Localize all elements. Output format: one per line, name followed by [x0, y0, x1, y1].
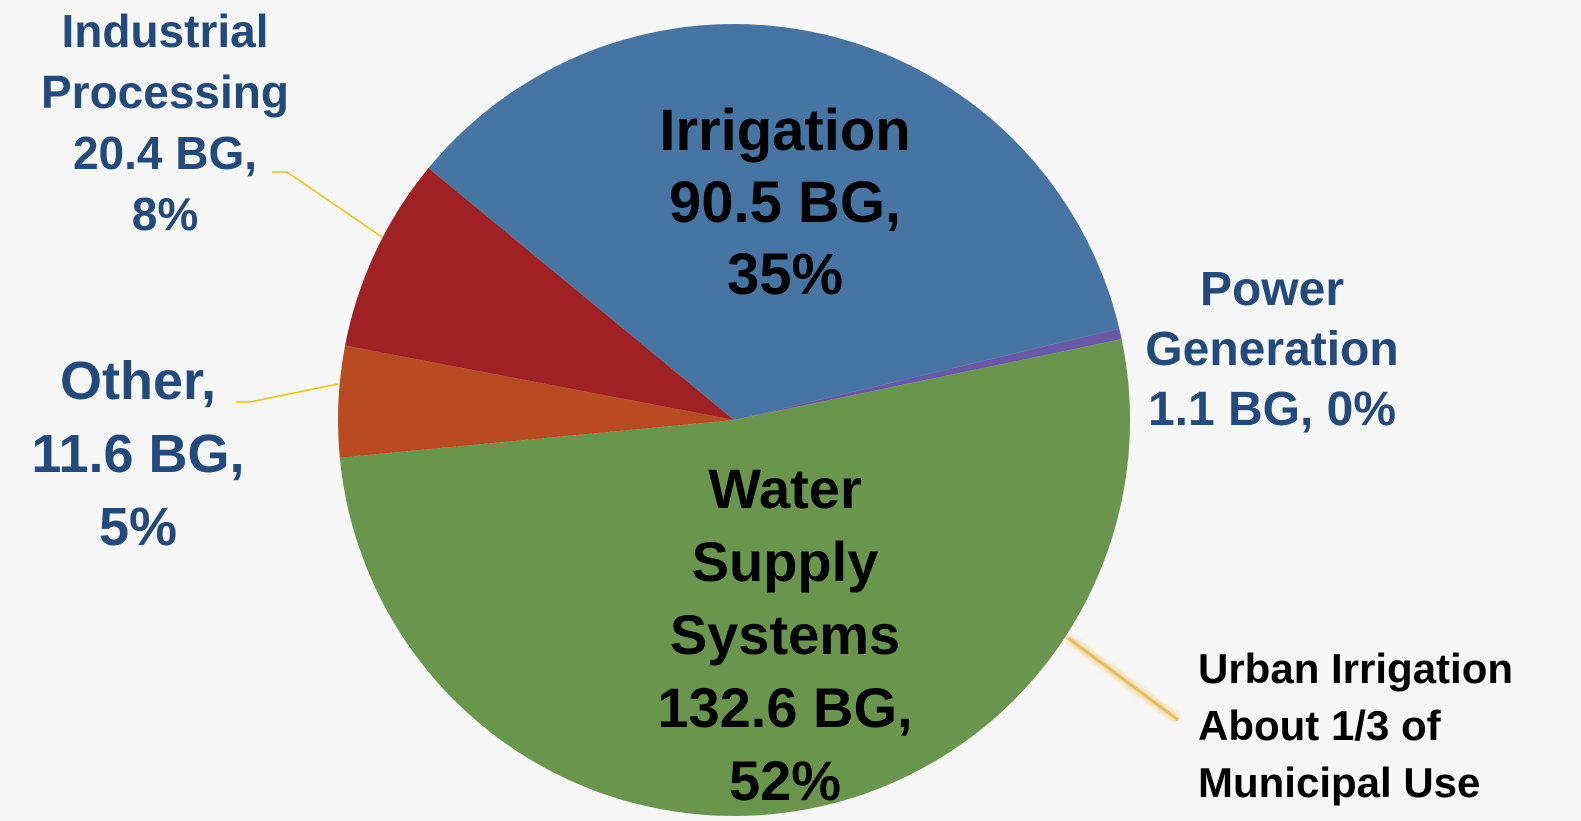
annotation: Urban Irrigation About 1/3 of Municipal …	[1198, 645, 1514, 806]
category-label: Power Generation	[1145, 263, 1399, 376]
slice-label: Other, 11.6 BG, 5%	[0, 345, 338, 564]
value-label: 1.1 BG, 0%	[1147, 383, 1397, 436]
pie-slice	[734, 328, 1122, 420]
category-label: Water Supply Systems	[669, 457, 901, 666]
value-label: 20.4 BG, 8%	[72, 127, 258, 240]
value-label: 90.5 BG, 35%	[668, 170, 902, 307]
slice-label: Water Supply Systems 132.6 BG, 52%	[585, 452, 985, 817]
slice-label: Power Generation 1.1 BG, 0%	[1072, 260, 1472, 440]
slice-label: Irrigation 90.5 BG, 35%	[585, 95, 985, 311]
value-label: 132.6 BG, 52%	[657, 676, 913, 812]
pie-slice	[345, 168, 734, 420]
value-label: 11.6 BG, 5%	[31, 424, 245, 557]
category-label: Industrial Processing	[41, 5, 289, 118]
slice-label: Industrial Processing 20.4 BG, 8%	[0, 1, 365, 245]
category-label: Irrigation	[659, 98, 911, 163]
category-label: Other,	[59, 351, 217, 411]
pie-slice	[339, 339, 1131, 817]
pie-slice	[338, 345, 734, 458]
leader-line	[236, 383, 339, 403]
leader-line	[1067, 636, 1179, 722]
pie-slice	[428, 23, 1120, 421]
leader-line	[272, 171, 383, 238]
